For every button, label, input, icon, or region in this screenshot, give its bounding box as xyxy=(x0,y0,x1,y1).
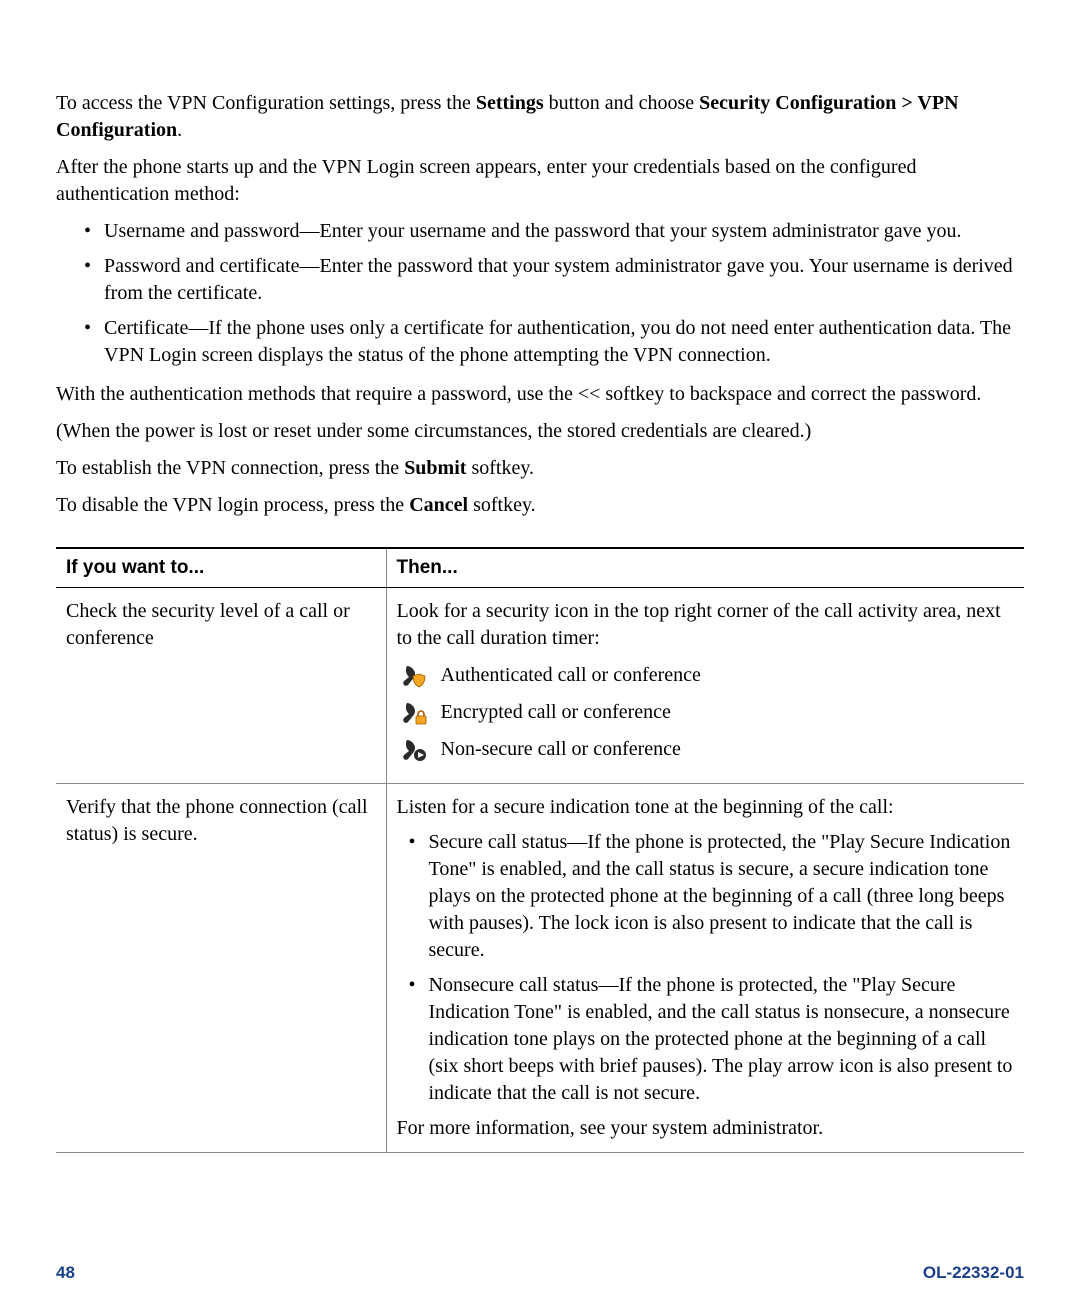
row2-closing: For more information, see your system ad… xyxy=(397,1115,1015,1142)
bullet-item: • Password and certificate—Enter the pas… xyxy=(84,253,1024,307)
intro-p1-a: To access the VPN Configuration settings… xyxy=(56,92,476,114)
row1-left: Check the security level of a call or co… xyxy=(56,588,386,784)
intro-para-5: To establish the VPN connection, press t… xyxy=(56,455,1024,482)
table-header-1: If you want to... xyxy=(56,548,386,588)
encrypted-icon xyxy=(397,701,431,725)
intro-para-1: To access the VPN Configuration settings… xyxy=(56,90,1024,144)
intro-para-2: After the phone starts up and the VPN Lo… xyxy=(56,154,1024,208)
doc-id: OL-22332-01 xyxy=(923,1263,1024,1283)
authenticated-icon xyxy=(397,664,431,688)
p5-a: To establish the VPN connection, press t… xyxy=(56,457,404,479)
page-number: 48 xyxy=(56,1263,75,1283)
bullet-dot-icon: • xyxy=(409,972,429,1107)
row2-intro: Listen for a secure indication tone at t… xyxy=(397,794,1015,821)
icon-label: Non-secure call or conference xyxy=(441,736,681,763)
icon-row-encrypted: Encrypted call or conference xyxy=(397,699,1015,726)
security-table: If you want to... Then... Check the secu… xyxy=(56,547,1024,1153)
page-footer: 48 OL-22332-01 xyxy=(56,1263,1024,1283)
intro-para-6: To disable the VPN login process, press … xyxy=(56,492,1024,519)
p6-c: softkey. xyxy=(468,494,536,516)
intro-p1-b: Settings xyxy=(476,92,544,114)
table-header-2: Then... xyxy=(386,548,1024,588)
row2-bullets: • Secure call status—If the phone is pro… xyxy=(409,829,1015,1107)
icon-label: Authenticated call or conference xyxy=(441,662,701,689)
bullet-item: • Username and password—Enter your usern… xyxy=(84,218,1024,245)
inner-bullet: • Secure call status—If the phone is pro… xyxy=(409,829,1015,964)
nonsecure-icon xyxy=(397,738,431,762)
bullet-text: Certificate—If the phone uses only a cer… xyxy=(104,315,1024,369)
icon-row-nonsecure: Non-secure call or conference xyxy=(397,736,1015,763)
p6-b: Cancel xyxy=(409,494,468,516)
row2-left: Verify that the phone connection (call s… xyxy=(56,784,386,1153)
inner-bullet-text: Secure call status—If the phone is prote… xyxy=(429,829,1015,964)
p5-b: Submit xyxy=(404,457,466,479)
p6-a: To disable the VPN login process, press … xyxy=(56,494,409,516)
bullet-dot-icon: • xyxy=(409,829,429,964)
intro-bullets: • Username and password—Enter your usern… xyxy=(56,218,1024,369)
intro-p1-e: . xyxy=(177,119,182,141)
row2-right: Listen for a secure indication tone at t… xyxy=(386,784,1024,1153)
intro-para-4: (When the power is lost or reset under s… xyxy=(56,418,1024,445)
bullet-dot-icon: • xyxy=(84,218,104,245)
row1-intro: Look for a security icon in the top righ… xyxy=(397,598,1015,652)
inner-bullet: • Nonsecure call status—If the phone is … xyxy=(409,972,1015,1107)
p5-c: softkey. xyxy=(466,457,534,479)
row1-right: Look for a security icon in the top righ… xyxy=(386,588,1024,784)
icon-row-authenticated: Authenticated call or conference xyxy=(397,662,1015,689)
table-row: Check the security level of a call or co… xyxy=(56,588,1024,784)
bullet-dot-icon: • xyxy=(84,253,104,307)
intro-p1-c: button and choose xyxy=(544,92,700,114)
inner-bullet-text: Nonsecure call status—If the phone is pr… xyxy=(429,972,1015,1107)
bullet-item: • Certificate—If the phone uses only a c… xyxy=(84,315,1024,369)
table-row: Verify that the phone connection (call s… xyxy=(56,784,1024,1153)
bullet-text: Username and password—Enter your usernam… xyxy=(104,218,1024,245)
bullet-dot-icon: • xyxy=(84,315,104,369)
bullet-text: Password and certificate—Enter the passw… xyxy=(104,253,1024,307)
intro-para-3: With the authentication methods that req… xyxy=(56,381,1024,408)
icon-label: Encrypted call or conference xyxy=(441,699,671,726)
